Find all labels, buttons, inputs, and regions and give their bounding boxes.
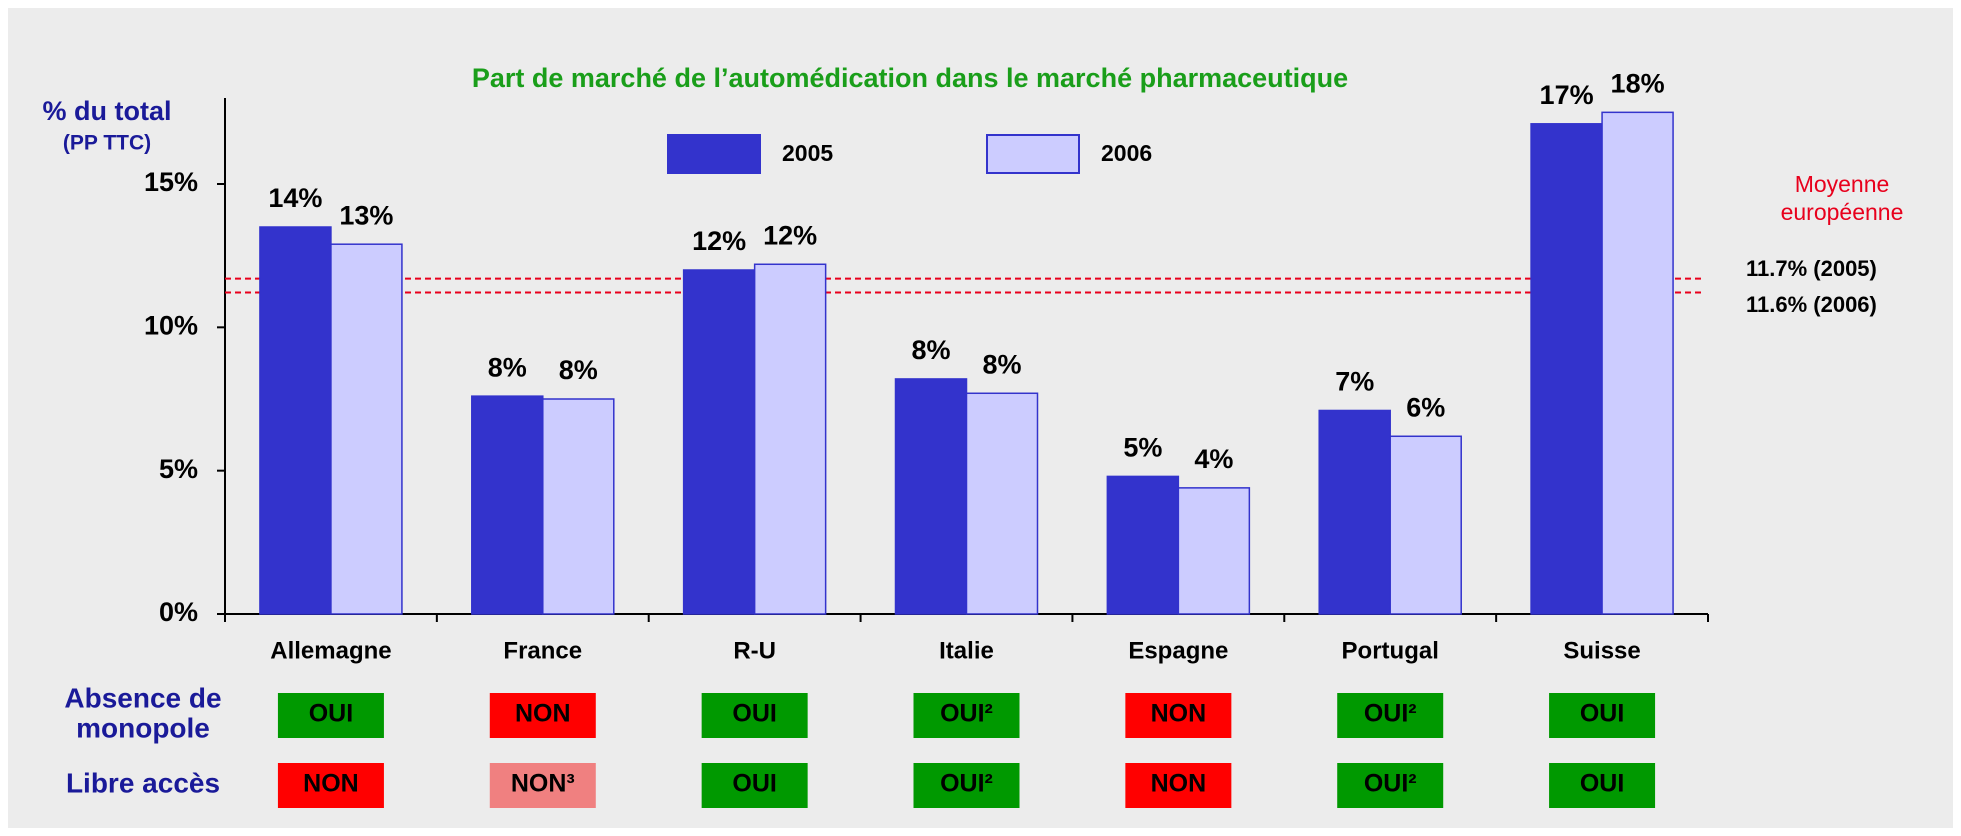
status-text: OUI: [732, 700, 776, 728]
chart-title: Part de marché de l’automédication dans …: [472, 63, 1348, 93]
status-cell: [1549, 763, 1656, 808]
status-text: NON: [1151, 700, 1207, 728]
status-cell: [913, 763, 1020, 808]
status-text: OUI²: [940, 770, 993, 798]
status-cell: [1337, 693, 1444, 738]
status-text: NON: [1151, 770, 1207, 798]
data-label: 14%: [268, 183, 322, 213]
status-cell: [1337, 763, 1444, 808]
bar: [471, 395, 544, 615]
row-label: Libre accès: [66, 767, 220, 798]
data-label: 8%: [911, 335, 950, 365]
status-cell: [1125, 763, 1232, 808]
bar: [1318, 409, 1391, 615]
y-tick-label: 15%: [144, 167, 198, 197]
status-cell: [277, 693, 384, 738]
y-axis-label: % du total: [43, 96, 172, 126]
data-label: 8%: [488, 352, 527, 382]
data-label: 18%: [1611, 68, 1665, 98]
bar: [753, 263, 827, 615]
reference-title: Moyenne: [1795, 171, 1890, 197]
data-label: 17%: [1540, 80, 1594, 110]
x-tick-label: R-U: [733, 637, 776, 664]
bar: [1177, 487, 1251, 615]
status-text: OUI²: [940, 700, 993, 728]
status-text: OUI: [732, 770, 776, 798]
y-tick-label: 10%: [144, 310, 198, 340]
status-text: OUI: [1580, 700, 1624, 728]
status-text: OUI: [1580, 770, 1624, 798]
y-tick-label: 0%: [159, 597, 198, 627]
reference-title: européenne: [1781, 199, 1904, 225]
bar: [1601, 111, 1674, 615]
status-cell: [913, 693, 1020, 738]
bar: [1389, 435, 1462, 615]
status-cell: [1549, 693, 1656, 738]
reference-label: 11.7% (2005): [1746, 256, 1877, 281]
status-text: NON: [303, 770, 359, 798]
data-label: 5%: [1123, 433, 1162, 463]
x-tick-label: Portugal: [1342, 637, 1439, 664]
status-cell: [489, 693, 596, 738]
row-label: monopole: [76, 712, 210, 743]
bar: [1106, 475, 1180, 615]
status-cell: [701, 763, 808, 808]
data-label: 12%: [763, 220, 817, 250]
bar: [682, 269, 756, 615]
bar: [330, 243, 403, 615]
legend-label: 2005: [782, 140, 833, 166]
data-label: 12%: [692, 226, 746, 256]
bar: [259, 226, 332, 615]
status-text: NON³: [511, 770, 575, 798]
status-text: NON: [515, 700, 571, 728]
x-tick-label: France: [503, 637, 582, 664]
legend-swatch: [667, 134, 761, 174]
status-cell: [701, 693, 808, 738]
status-cell: [489, 763, 596, 808]
legend-swatch: [986, 134, 1080, 174]
y-tick-label: 5%: [159, 454, 198, 484]
data-label: 6%: [1406, 392, 1445, 422]
status-text: OUI²: [1364, 770, 1417, 798]
status-cell: [1125, 693, 1232, 738]
status-text: OUI: [309, 700, 353, 728]
data-label: 4%: [1194, 444, 1233, 474]
data-label: 7%: [1335, 367, 1374, 397]
y-axis-label: (PP TTC): [63, 132, 151, 155]
reference-label: 11.6% (2006): [1746, 292, 1877, 317]
row-label: Absence de: [64, 682, 221, 713]
x-tick-label: Espagne: [1128, 637, 1228, 664]
status-cell: [277, 763, 384, 808]
bar: [542, 398, 615, 615]
data-label: 8%: [982, 349, 1021, 379]
x-tick-label: Allemagne: [270, 637, 391, 664]
status-text: OUI²: [1364, 700, 1417, 728]
legend-label: 2006: [1101, 140, 1152, 166]
bar: [894, 378, 968, 615]
x-tick-label: Suisse: [1563, 637, 1640, 664]
data-label: 13%: [339, 200, 393, 230]
data-label: 8%: [559, 355, 598, 385]
x-tick-label: Italie: [939, 637, 994, 664]
bar: [1530, 123, 1603, 615]
bar: [965, 392, 1039, 615]
